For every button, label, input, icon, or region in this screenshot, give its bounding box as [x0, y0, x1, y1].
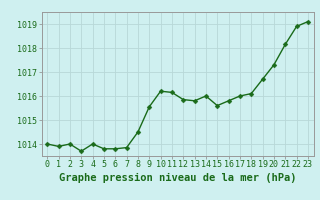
X-axis label: Graphe pression niveau de la mer (hPa): Graphe pression niveau de la mer (hPa): [59, 173, 296, 183]
